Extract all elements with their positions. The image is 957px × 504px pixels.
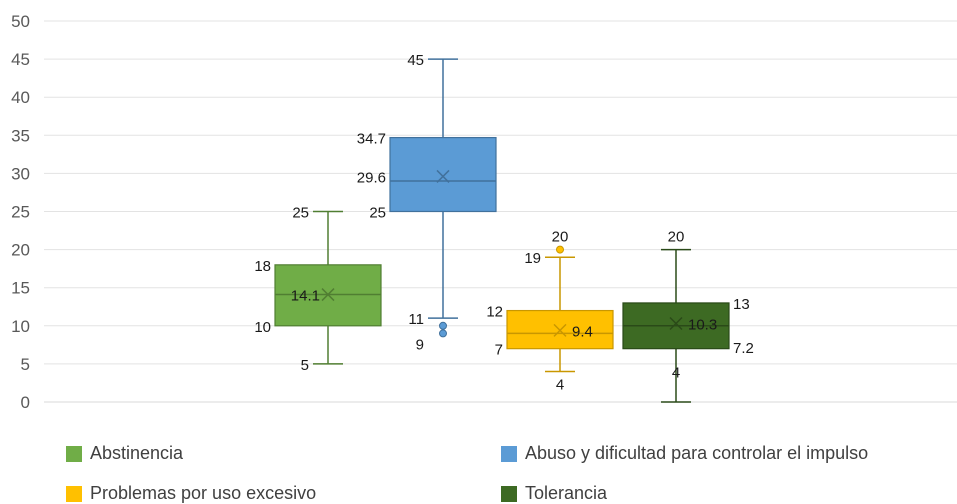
- data-label: 14.1: [291, 288, 320, 305]
- data-label: 4: [556, 377, 564, 394]
- data-label: 7: [495, 342, 503, 359]
- data-label: 9.4: [572, 323, 593, 340]
- y-tick-label: 30: [11, 164, 30, 183]
- outlier-point: [439, 329, 447, 338]
- box-tolerancia: [622, 248, 730, 403]
- data-label: 10.3: [688, 317, 717, 334]
- data-label: 19: [524, 250, 541, 267]
- data-label: 25: [369, 205, 386, 222]
- data-label: 20: [668, 229, 685, 246]
- y-tick-label: 25: [11, 203, 30, 222]
- box-series: [274, 58, 730, 403]
- y-tick-label: 5: [21, 355, 30, 374]
- y-tick-label: 0: [21, 393, 30, 412]
- data-label: 7.2: [733, 340, 754, 357]
- box-abuso: [389, 58, 497, 338]
- y-tick-label: 40: [11, 88, 30, 107]
- data-label: 45: [407, 52, 424, 69]
- data-label: 9: [416, 336, 424, 353]
- data-label: 4: [672, 365, 680, 382]
- data-label: 25: [292, 205, 309, 222]
- data-labels: 25 18 14.1 10 5 45 34.7 29.6 25 11 9 20 19 12 9.4 7 4 20 1…: [254, 52, 754, 393]
- data-label: 11: [408, 311, 424, 328]
- y-tick-label: 50: [11, 12, 30, 31]
- y-axis: 0 5 10 15 20 25 30 35 40 45 50: [11, 12, 30, 412]
- y-tick-label: 45: [11, 50, 30, 69]
- y-tick-label: 35: [11, 126, 30, 145]
- data-label: 18: [254, 258, 271, 275]
- box-abstinencia: [274, 210, 382, 365]
- data-label: 12: [486, 304, 503, 321]
- mean-marker: [436, 169, 450, 183]
- mean-marker: [669, 316, 683, 331]
- data-label: 20: [552, 229, 569, 246]
- box-problemas: [506, 245, 614, 373]
- y-tick-label: 15: [11, 279, 30, 298]
- data-label: 10: [254, 319, 271, 336]
- y-tick-label: 10: [11, 317, 30, 336]
- outlier-point: [556, 245, 564, 254]
- data-label: 34.7: [357, 131, 386, 148]
- gridlines: [44, 20, 957, 403]
- y-tick-label: 20: [11, 241, 30, 260]
- mean-marker: [553, 323, 567, 337]
- box-iqr: [389, 136, 497, 213]
- mean-marker: [321, 288, 335, 302]
- outlier-point: [439, 321, 447, 330]
- data-label: 5: [301, 357, 309, 374]
- data-label: 29.6: [357, 169, 386, 186]
- data-label: 13: [733, 296, 750, 313]
